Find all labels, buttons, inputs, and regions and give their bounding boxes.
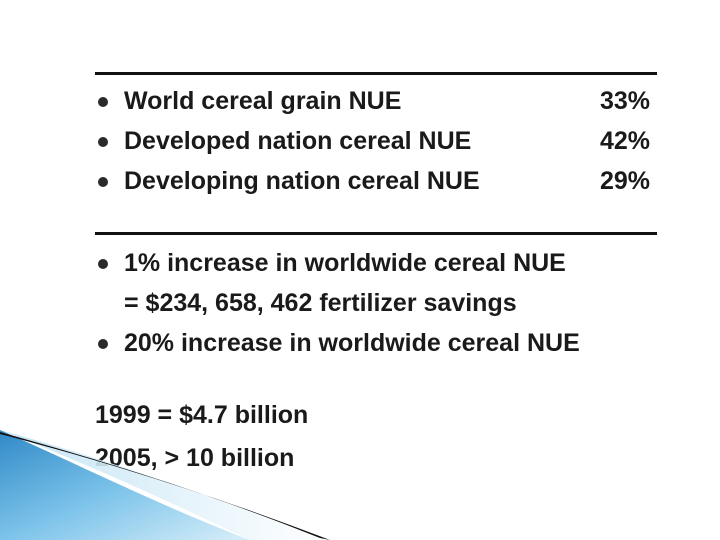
stat-label: World cereal grain NUE — [124, 87, 402, 115]
bullet-dot-icon — [98, 339, 108, 349]
stat-value-developing: 29% — [599, 167, 650, 195]
stat-value-world: 33% — [599, 87, 650, 115]
top-divider — [95, 72, 657, 75]
bullet-dot-icon — [98, 259, 108, 269]
stat-value-developed: 42% — [599, 127, 650, 155]
bullet-dot-icon — [98, 97, 108, 107]
decorative-swoosh — [0, 430, 330, 540]
bullet-line: 1% increase in worldwide cereal NUE — [124, 249, 566, 277]
bullet-line: = $234, 658, 462 fertilizer savings — [124, 289, 517, 317]
stat-label: Developed nation cereal NUE — [124, 127, 472, 155]
bullet-dot-icon — [98, 177, 108, 187]
value-2005: 2005, > 10 billion — [95, 444, 295, 472]
value-1999: 1999 = $4.7 billion — [95, 401, 309, 429]
bullet-line: 20% increase in worldwide cereal NUE — [124, 329, 580, 357]
bullet-dot-icon — [98, 137, 108, 147]
middle-divider — [95, 232, 657, 235]
stat-label: Developing nation cereal NUE — [124, 167, 480, 195]
